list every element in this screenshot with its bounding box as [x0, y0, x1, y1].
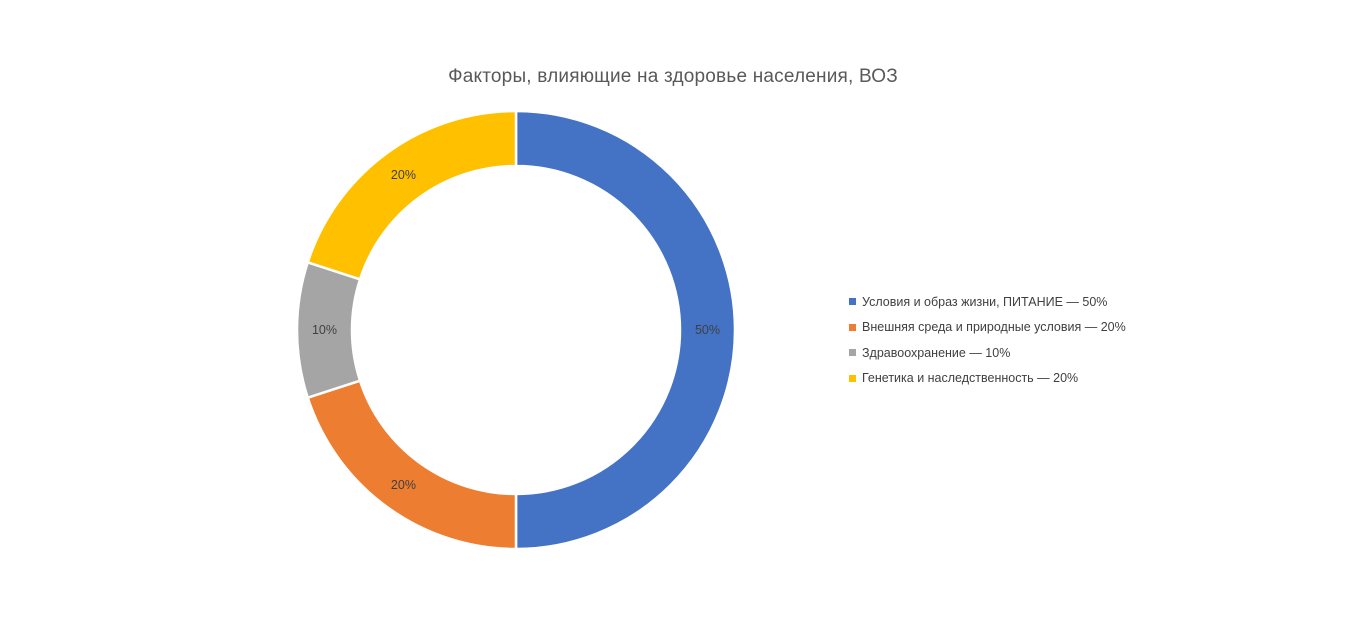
legend-label-3: Здравоохранение — 10%	[862, 345, 1011, 360]
legend-item-4: Генетика и наследственность — 20%	[849, 366, 1126, 392]
legend-swatch-4	[849, 374, 856, 382]
legend-swatch-3	[849, 349, 856, 357]
data-label-1: 50%	[695, 323, 720, 337]
data-label-3: 10%	[312, 323, 337, 337]
data-label-2: 20%	[391, 478, 416, 492]
legend-label-2: Внешняя среда и природные условия — 20%	[862, 320, 1126, 335]
legend-label-4: Генетика и наследственность — 20%	[862, 371, 1079, 386]
donut-slice-4	[306, 109, 518, 281]
legend-item-2: Внешняя среда и природные условия — 20%	[849, 315, 1126, 341]
legend-swatch-1	[849, 298, 856, 306]
data-labels: 50% 20% 10% 20%	[312, 168, 720, 492]
chart-title: Факторы, влияющие на здоровье населения,…	[448, 66, 898, 87]
legend-swatch-2	[849, 323, 856, 331]
donut-slices	[295, 109, 737, 551]
legend-item-1: Условия и образ жизни, ПИТАНИЕ — 50%	[849, 289, 1126, 315]
legend-label-1: Условия и образ жизни, ПИТАНИЕ — 50%	[862, 294, 1108, 309]
donut-slice-2	[306, 379, 518, 551]
donut-slice-1	[514, 109, 737, 551]
legend-item-3: Здравоохранение — 10%	[849, 340, 1126, 366]
data-label-4: 20%	[391, 168, 416, 182]
chart-legend: Условия и образ жизни, ПИТАНИЕ — 50% Внеш…	[849, 289, 1126, 391]
